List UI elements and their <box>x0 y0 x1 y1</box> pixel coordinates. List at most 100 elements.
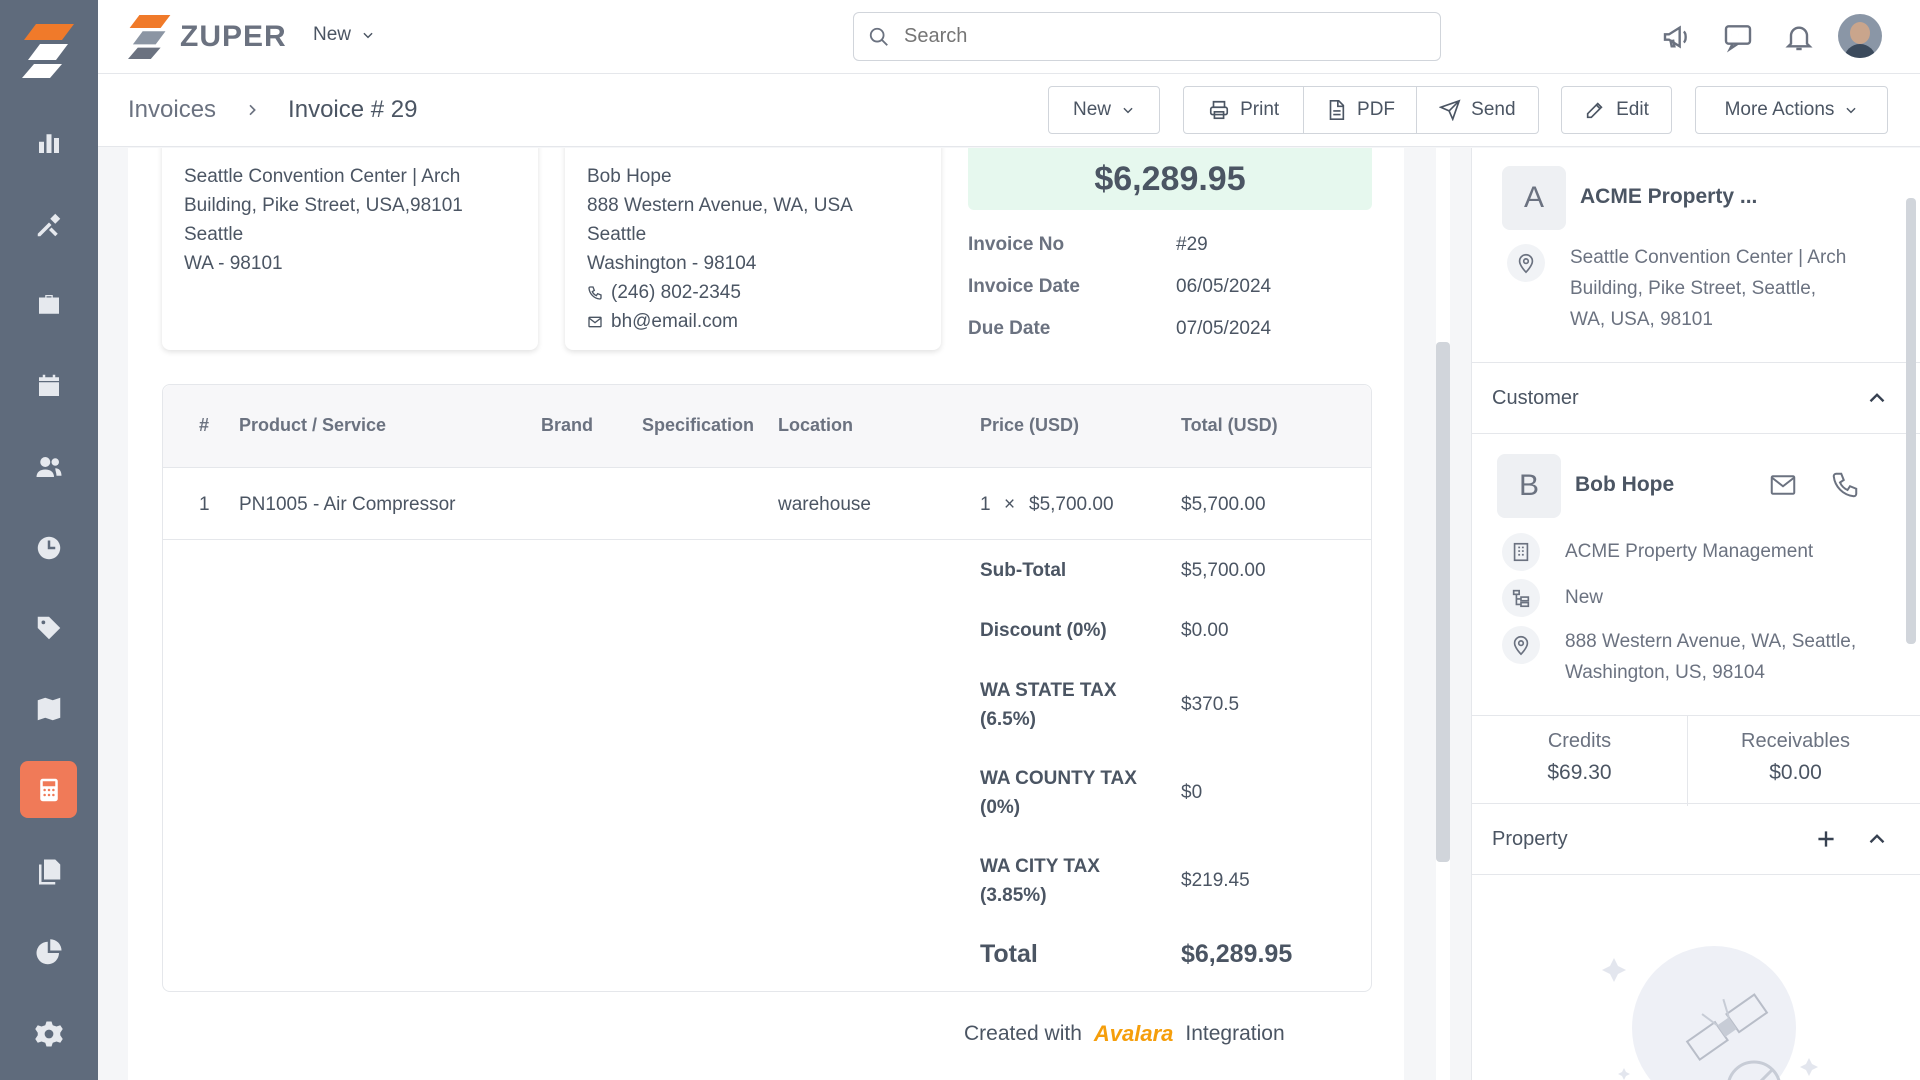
avalara-logo: Avalara <box>1093 1021 1174 1046</box>
chat-button[interactable] <box>1719 18 1757 56</box>
sidebar-item-documents[interactable] <box>20 843 77 900</box>
property-section-header[interactable]: Property <box>1472 803 1920 875</box>
org-location-icon-wrap <box>1507 244 1545 282</box>
add-property-icon[interactable] <box>1813 826 1839 852</box>
sidebar-item-invoices[interactable] <box>20 761 77 818</box>
panel-scrollbar-thumb[interactable] <box>1906 198 1916 644</box>
header-location: Location <box>778 415 853 435</box>
edit-label: Edit <box>1616 99 1649 120</box>
new-dropdown-label: New <box>313 24 352 45</box>
org-name[interactable]: ACME Property ... <box>1580 185 1758 208</box>
customer-company[interactable]: ACME Property Management <box>1565 541 1814 562</box>
customer-status: New <box>1565 587 1604 608</box>
brand-name: ZUPER <box>180 20 287 53</box>
city-tax-label-line2: (3.85%) <box>980 885 1047 906</box>
billing-line2: Seattle <box>587 224 647 245</box>
total-label: Total <box>980 940 1038 968</box>
discount-label: Discount (0%) <box>980 620 1107 641</box>
file-icon <box>1329 100 1345 120</box>
main-scrollbar-thumb[interactable] <box>1436 342 1450 862</box>
sidebar-item-jobs[interactable] <box>20 276 77 333</box>
billing-email: bh@email.com <box>611 311 738 332</box>
due-date-label: Due Date <box>968 318 1051 339</box>
receivables-value: $0.00 <box>1769 761 1822 784</box>
print-button[interactable]: Print <box>1184 87 1305 133</box>
phone-icon[interactable] <box>1830 470 1860 500</box>
new-button[interactable]: New <box>1048 86 1160 134</box>
send-label: Send <box>1471 99 1516 120</box>
send-button[interactable]: Send <box>1417 87 1538 133</box>
user-avatar[interactable] <box>1838 14 1882 58</box>
new-dropdown[interactable]: New <box>313 24 375 46</box>
service-address-line2: Building, Pike Street, USA,98101 <box>184 195 463 216</box>
more-actions-label: More Actions <box>1724 99 1835 120</box>
edit-button[interactable]: Edit <box>1561 86 1672 134</box>
service-address-card: Seattle Convention Center | Arch Buildin… <box>162 148 538 350</box>
search-input[interactable] <box>904 25 1404 48</box>
county-tax-label-line1: WA COUNTY TAX <box>980 768 1137 789</box>
print-label: Print <box>1240 99 1280 120</box>
edit-icon <box>1586 102 1603 119</box>
empty-property-illustration-icon <box>1602 946 1818 1080</box>
table-row[interactable]: 1 PN1005 - Air Compressor warehouse 1 × … <box>163 468 1371 540</box>
county-tax-label: WA COUNTY TAX (0%) <box>980 764 1137 822</box>
company-icon-wrap <box>1502 533 1540 571</box>
billing-line3: Washington - 98104 <box>587 253 757 274</box>
table-header: # Product / Service Brand Specification … <box>163 385 1371 468</box>
billing-address-card: Bob Hope 888 Western Avenue, WA, USA Sea… <box>565 148 941 350</box>
billing-email-row[interactable]: bh@email.com <box>587 307 853 336</box>
customer-section-label: Customer <box>1492 387 1579 409</box>
megaphone-icon <box>1663 25 1687 49</box>
customer-address-line1: 888 Western Avenue, WA, Seattle, <box>1565 631 1857 652</box>
billing-phone: (246) 802-2345 <box>611 282 741 303</box>
row-qty: 1 <box>980 494 991 515</box>
row-num: 1 <box>199 494 210 515</box>
row-product: PN1005 - Air Compressor <box>239 494 456 515</box>
brand-logo[interactable]: ZUPER <box>128 10 287 64</box>
sidebar-item-settings[interactable] <box>20 1005 77 1062</box>
sidebar-item-map[interactable] <box>20 680 77 737</box>
email-icon[interactable] <box>1768 470 1798 500</box>
sidebar-item-schedule[interactable] <box>20 357 77 414</box>
org-address-line1: Seattle Convention Center | Arch <box>1570 247 1847 268</box>
notifications-button[interactable] <box>1780 18 1818 56</box>
header-brand: Brand <box>541 415 594 435</box>
customer-section-header[interactable]: Customer <box>1472 362 1920 434</box>
billing-phone-row[interactable]: (246) 802-2345 <box>587 278 853 307</box>
announcements-button[interactable] <box>1658 18 1696 56</box>
zuper-logo-icon[interactable] <box>22 22 76 80</box>
status-icon-wrap <box>1502 579 1540 617</box>
chevron-up-icon[interactable] <box>1864 826 1890 852</box>
total-value: $6,289.95 <box>1181 940 1293 968</box>
state-tax-value: $370.5 <box>1181 694 1240 715</box>
sidebar-item-pricing[interactable] <box>20 599 77 656</box>
map-icon <box>37 697 60 720</box>
sidebar-item-customers[interactable] <box>20 438 77 495</box>
search-box[interactable] <box>853 12 1441 61</box>
bar-chart-icon <box>38 133 59 153</box>
sidebar-item-service[interactable] <box>20 196 77 253</box>
discount-value: $0.00 <box>1181 620 1229 641</box>
org-address-line2: Building, Pike Street, Seattle, <box>1570 278 1817 299</box>
users-icon <box>36 456 61 477</box>
state-tax-label: WA STATE TAX (6.5%) <box>980 676 1117 734</box>
sidebar-item-reports[interactable] <box>20 114 77 171</box>
pdf-button[interactable]: PDF <box>1304 87 1417 133</box>
sidebar-item-analytics[interactable] <box>20 924 77 981</box>
chevron-up-icon <box>1869 393 1885 403</box>
more-actions-button[interactable]: More Actions <box>1695 86 1888 134</box>
clock-icon <box>37 536 60 559</box>
mail-icon <box>588 316 602 327</box>
county-tax-label-line2: (0%) <box>980 797 1021 818</box>
due-date-value: 07/05/2024 <box>1176 318 1272 339</box>
printer-icon <box>1210 100 1229 120</box>
receivables-stat: Receivables $0.00 <box>1688 730 1903 785</box>
export-button-group: Print PDF Send <box>1183 86 1539 134</box>
sidebar-item-timesheets[interactable] <box>20 519 77 576</box>
city-tax-label: WA CITY TAX (3.85%) <box>980 852 1100 910</box>
service-address-line1: Seattle Convention Center | Arch <box>184 166 461 187</box>
details-panel: A ACME Property ... Seattle Convention C… <box>1471 148 1920 1080</box>
breadcrumb-invoices[interactable]: Invoices <box>128 96 217 123</box>
credits-value: $69.30 <box>1547 761 1612 784</box>
customer-name[interactable]: Bob Hope <box>1575 473 1675 496</box>
